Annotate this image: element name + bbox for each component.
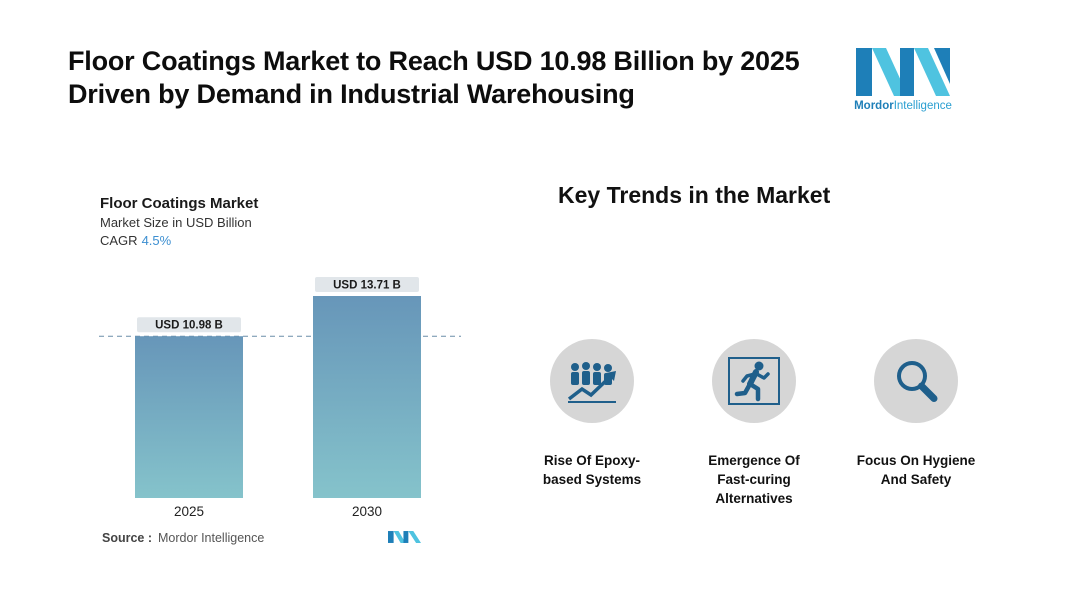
data-label: USD 13.71 B	[333, 280, 401, 292]
trend-label: Rise Of Epoxy- based Systems	[507, 451, 677, 489]
trend-item-fast-curing: Emergence Of Fast-curing Alternatives	[669, 339, 839, 508]
chart-cagr: CAGR 4.5%	[100, 233, 171, 248]
data-label-bg	[315, 277, 419, 292]
logo-wordmark: MordorIntelligence	[848, 100, 958, 112]
trend-label: Emergence Of Fast-curing Alternatives	[669, 451, 839, 508]
data-label: USD 10.98 B	[155, 320, 223, 332]
trend-label-line-2: based Systems	[542, 472, 642, 487]
chart-title: Floor Coatings Market	[100, 195, 259, 212]
trend-label-line-2: Fast-curing	[717, 472, 791, 487]
mordor-intelligence-logo: MordorIntelligence	[848, 48, 958, 118]
growth-people-icon	[567, 362, 616, 403]
headline: Floor Coatings Market to Reach USD 10.98…	[68, 45, 858, 111]
trend-label-line-2: And Safety	[880, 472, 952, 487]
trend-label-line-1: Emergence Of	[708, 453, 800, 468]
running-person-icon	[728, 357, 780, 405]
headline-line-1: Floor Coatings Market to Reach USD 10.98…	[68, 46, 800, 76]
magnifier-icon	[897, 361, 938, 402]
bar-chart: USD 10.98 B 2025 USD 13.71 B 2030	[99, 277, 461, 519]
trend-label-line-1: Rise Of Epoxy-	[543, 453, 641, 468]
trend-label: Focus On Hygiene And Safety	[831, 451, 1001, 489]
trend-icon-circle	[712, 339, 796, 423]
source-logo-icon	[388, 531, 421, 543]
headline-line-2: Driven by Demand in Industrial Warehousi…	[68, 79, 635, 109]
trend-icon-circle	[550, 339, 634, 423]
logo-word-bold: Mordor	[854, 100, 894, 112]
x-tick-label: 2025	[174, 504, 204, 519]
trend-item-epoxy: Rise Of Epoxy- based Systems	[507, 339, 677, 489]
cagr-value: 4.5%	[141, 233, 172, 248]
x-tick-label: 2030	[352, 504, 382, 519]
trend-label-line-1: Focus On Hygiene	[856, 453, 976, 468]
source-label: Source :	[102, 531, 153, 545]
trend-label-line-3: Alternatives	[715, 491, 793, 506]
bar-2025	[135, 336, 243, 498]
mordor-logo-icon	[856, 48, 950, 96]
source-value: Mordor Intelligence	[158, 531, 265, 545]
chart-source: Source : Mordor Intelligence	[102, 531, 264, 545]
bar-2030	[313, 296, 421, 498]
trend-icon-circle	[874, 339, 958, 423]
chart-subtitle: Market Size in USD Billion	[100, 215, 252, 230]
trend-item-hygiene: Focus On Hygiene And Safety	[831, 339, 1001, 489]
key-trends-title: Key Trends in the Market	[558, 182, 831, 208]
cagr-label: CAGR	[100, 233, 138, 248]
logo-word-rest: Intelligence	[893, 100, 952, 112]
data-label-bg	[137, 317, 241, 333]
